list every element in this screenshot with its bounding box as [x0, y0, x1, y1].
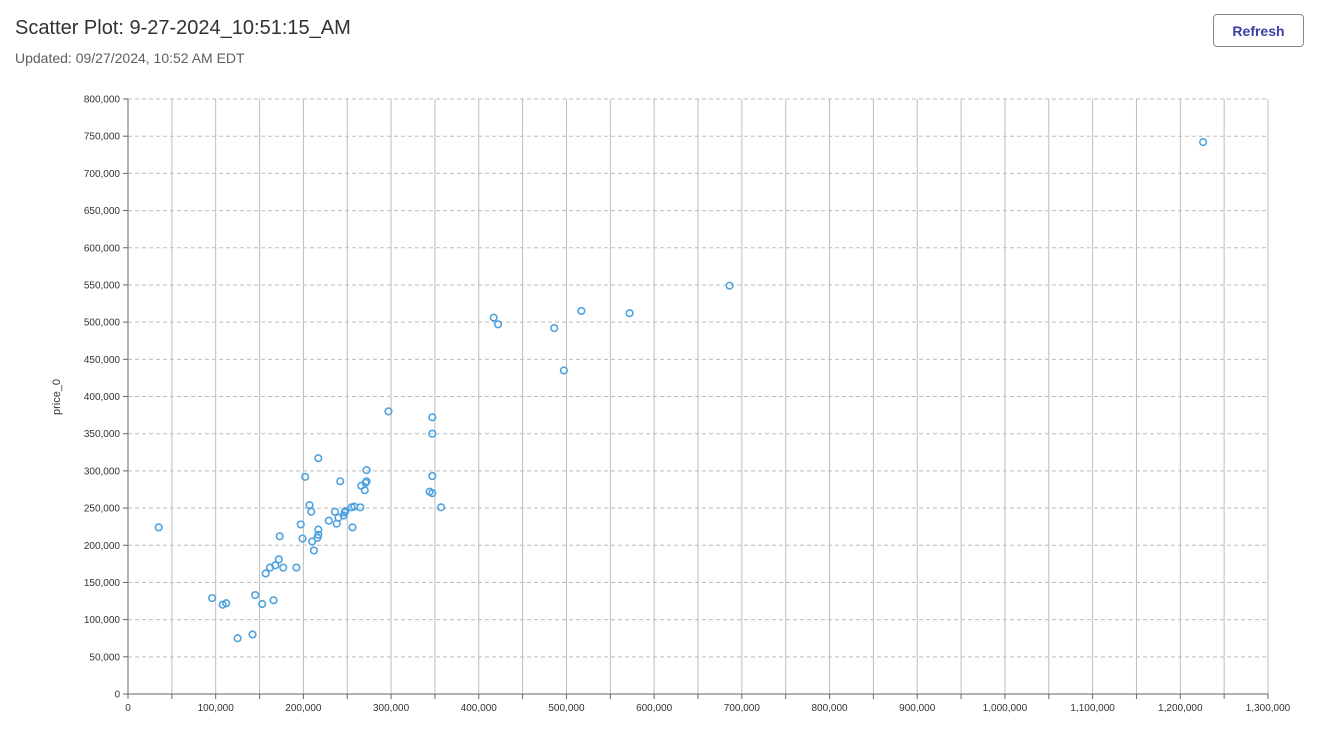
data-point[interactable] — [428, 471, 437, 481]
y-tick-label: 400,000 — [84, 392, 121, 403]
y-tick-label: 150,000 — [84, 578, 121, 589]
data-point[interactable] — [436, 503, 446, 512]
data-point[interactable] — [261, 569, 270, 578]
x-tick-label: 400,000 — [461, 703, 498, 714]
x-tick-label: 200,000 — [285, 703, 322, 714]
y-tick-label: 100,000 — [84, 615, 121, 626]
x-tick-label: 1,000,000 — [983, 703, 1028, 714]
data-point[interactable] — [428, 489, 437, 498]
data-point[interactable] — [298, 534, 307, 543]
data-point[interactable] — [360, 486, 369, 495]
x-tick-label: 1,100,000 — [1070, 703, 1115, 714]
data-point[interactable] — [348, 523, 357, 532]
data-point[interactable] — [251, 590, 260, 600]
y-tick-label: 600,000 — [84, 243, 121, 254]
data-point[interactable] — [336, 477, 345, 486]
data-point[interactable] — [341, 506, 350, 516]
x-tick-label: 0 — [125, 703, 131, 714]
data-point[interactable] — [222, 599, 231, 608]
data-point[interactable] — [208, 593, 217, 603]
data-point[interactable] — [577, 306, 586, 316]
data-point[interactable] — [274, 555, 283, 564]
y-tick-label: 650,000 — [84, 206, 121, 217]
data-point[interactable] — [625, 309, 634, 318]
x-tick-label: 600,000 — [636, 703, 673, 714]
data-point[interactable] — [248, 630, 257, 639]
x-tick-label: 300,000 — [373, 703, 410, 714]
y-tick-label: 800,000 — [84, 95, 121, 106]
data-point[interactable] — [550, 323, 559, 333]
y-tick-label: 200,000 — [84, 541, 121, 552]
y-axis-label: price_0 — [51, 379, 63, 415]
data-point[interactable] — [308, 537, 317, 546]
data-point[interactable] — [309, 546, 319, 555]
data-point[interactable] — [305, 500, 314, 510]
axes — [123, 98, 1269, 699]
y-tick-label: 50,000 — [89, 652, 120, 663]
updated-timestamp: Updated: 09/27/2024, 10:52 AM EDT — [15, 50, 245, 66]
data-point[interactable] — [428, 413, 437, 422]
data-point[interactable] — [258, 599, 267, 609]
data-point[interactable] — [292, 563, 301, 572]
y-tick-label: 750,000 — [84, 132, 121, 143]
data-point[interactable] — [154, 523, 163, 532]
data-point[interactable] — [307, 507, 316, 516]
x-tick-label: 900,000 — [899, 703, 936, 714]
data-point[interactable] — [1199, 138, 1208, 147]
x-tick-label: 800,000 — [811, 703, 848, 714]
data-point[interactable] — [279, 563, 288, 572]
page-title: Scatter Plot: 9-27-2024_10:51:15_AM — [15, 17, 351, 39]
data-point[interactable] — [301, 472, 310, 481]
y-tick-label: 450,000 — [84, 355, 121, 366]
data-point[interactable] — [314, 454, 323, 463]
y-tick-label: 700,000 — [84, 169, 121, 180]
data-point[interactable] — [356, 503, 365, 512]
data-point[interactable] — [314, 525, 323, 534]
header: Scatter Plot: 9-27-2024_10:51:15_AM Upda… — [15, 14, 351, 66]
data-point[interactable] — [330, 507, 340, 516]
data-point[interactable] — [489, 313, 498, 322]
data-point[interactable] — [384, 407, 393, 416]
data-points — [154, 138, 1208, 643]
x-tick-label: 100,000 — [198, 703, 235, 714]
refresh-button[interactable]: Refresh — [1213, 14, 1304, 47]
x-tick-label: 1,200,000 — [1158, 703, 1203, 714]
x-tick-label: 1,300,000 — [1246, 703, 1291, 714]
data-point[interactable] — [271, 561, 280, 570]
grid — [128, 98, 1269, 694]
y-tick-label: 250,000 — [84, 504, 121, 515]
data-point[interactable] — [269, 596, 278, 605]
y-tick-label: 300,000 — [84, 466, 121, 477]
data-point[interactable] — [493, 320, 503, 329]
data-point[interactable] — [324, 516, 333, 525]
data-point[interactable] — [725, 281, 734, 290]
data-point[interactable] — [362, 466, 371, 475]
y-tick-label: 350,000 — [84, 429, 121, 440]
data-point[interactable] — [296, 520, 305, 529]
x-tick-label: 500,000 — [548, 703, 585, 714]
data-point[interactable] — [362, 477, 371, 486]
x-tick-label: 700,000 — [724, 703, 761, 714]
data-point[interactable] — [233, 634, 242, 643]
tick-labels: 0 50,000 100,000 150,000 200,000 250,000 300,0… — [84, 95, 1291, 715]
y-tick-label: 0 — [114, 690, 120, 701]
y-tick-label: 550,000 — [84, 280, 121, 291]
data-point[interactable] — [275, 532, 284, 541]
y-tick-label: 500,000 — [84, 318, 121, 329]
data-point[interactable] — [428, 429, 437, 438]
data-point[interactable] — [314, 530, 323, 539]
data-point[interactable] — [559, 366, 568, 375]
